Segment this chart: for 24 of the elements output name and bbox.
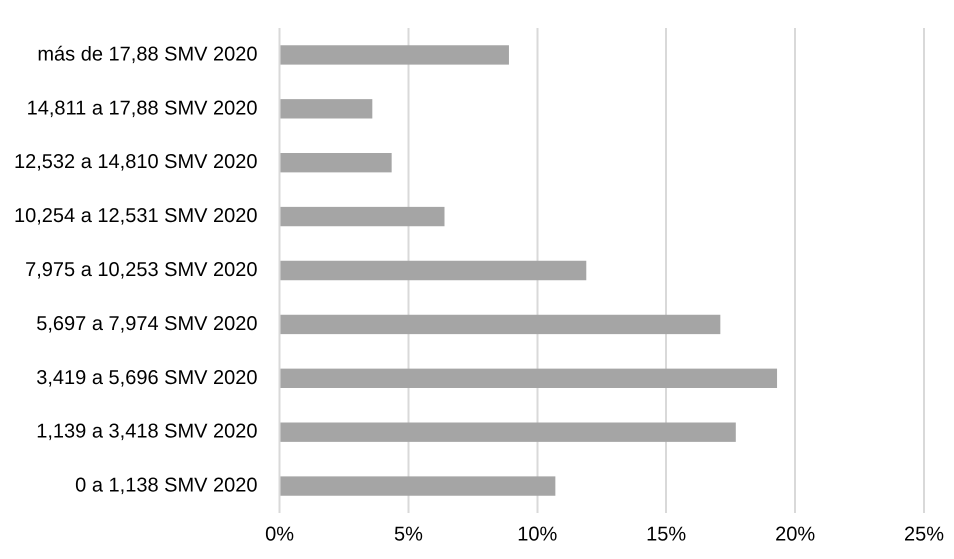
y-tick-label: 14,811 a 17,88 SMV 2020 (26, 97, 258, 120)
y-tick-label: 5,697 a 7,974 SMV 2020 (36, 312, 258, 335)
x-tick-label: 25% (904, 524, 944, 546)
x-tick-label: 10% (517, 524, 558, 546)
bar (280, 153, 392, 172)
y-tick-label: más de 17,88 SMV 2020 (37, 43, 258, 66)
y-tick-label: 0 a 1,138 SMV 2020 (75, 474, 258, 497)
x-tick-label: 5% (394, 524, 424, 546)
bar (280, 368, 778, 388)
x-tick-label: 0% (265, 524, 294, 546)
y-tick-label: 7,975 a 10,253 SMV 2020 (25, 259, 258, 282)
bar (280, 99, 372, 119)
y-tick-label: 3,419 a 5,696 SMV 2020 (36, 366, 258, 389)
bar (280, 476, 556, 496)
bar (280, 314, 720, 334)
bar (280, 422, 736, 442)
x-tick-label: 15% (646, 524, 686, 546)
bar (280, 260, 586, 280)
bar (280, 45, 509, 65)
y-tick-label: 12,532 a 14,810 SMV 2020 (14, 151, 258, 174)
y-tick-label: 10,254 a 12,531 SMV 2020 (14, 205, 258, 228)
bar (280, 206, 445, 226)
y-tick-label: 1,139 a 3,418 SMV 2020 (36, 420, 258, 443)
x-tick-label: 20% (775, 524, 816, 546)
